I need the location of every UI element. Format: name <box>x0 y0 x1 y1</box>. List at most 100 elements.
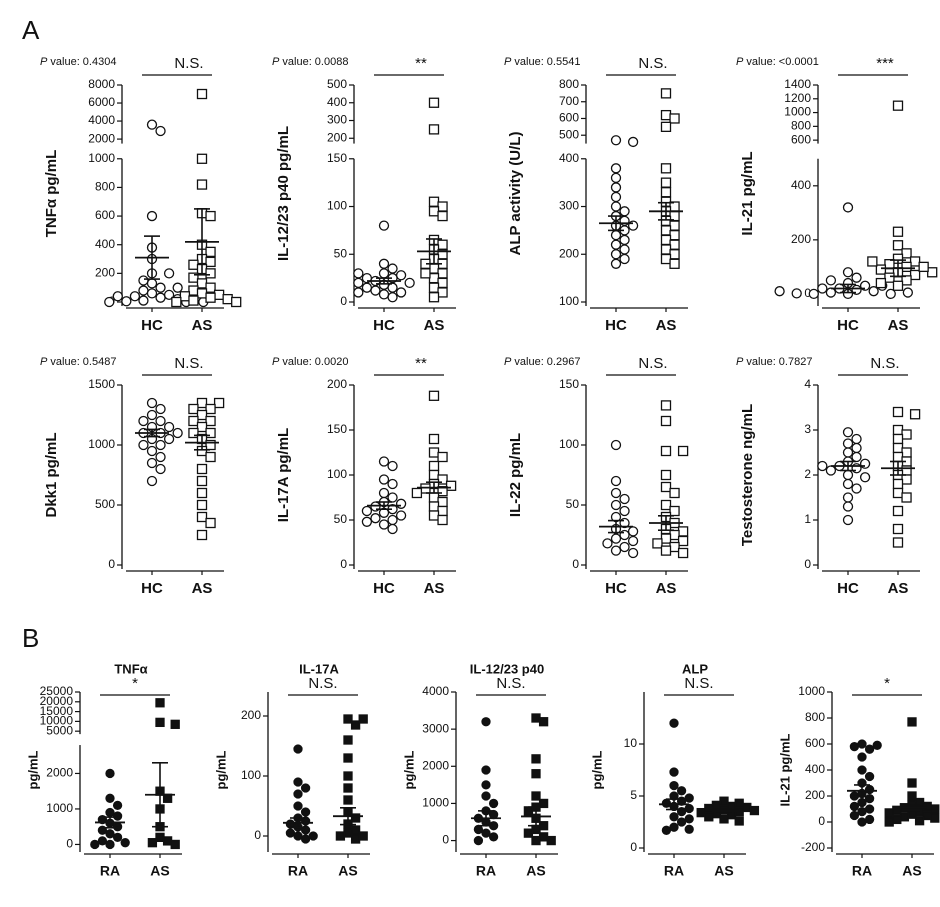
data-point <box>684 803 694 814</box>
data-point <box>538 832 549 842</box>
data-point <box>155 717 165 728</box>
significance-label: * <box>132 675 138 692</box>
panel-title: TNFα <box>114 661 147 676</box>
data-point <box>610 499 622 511</box>
data-point <box>851 483 862 494</box>
data-point <box>170 719 180 729</box>
data-point <box>909 269 921 281</box>
data-point <box>859 472 871 483</box>
data-point <box>104 296 115 308</box>
data-point <box>155 282 166 293</box>
data-point <box>884 817 894 827</box>
data-point <box>892 505 904 517</box>
data-point <box>875 277 887 289</box>
data-point <box>901 429 912 440</box>
y-tick-label: 1000 <box>784 105 811 119</box>
data-point <box>684 793 694 803</box>
data-point <box>188 295 199 306</box>
data-point <box>428 206 440 217</box>
data-point <box>196 153 208 164</box>
data-point <box>619 206 630 217</box>
p-value: P value: 0.5487 <box>40 356 116 368</box>
data-point <box>892 424 904 436</box>
data-point <box>892 100 904 111</box>
data-point <box>222 293 233 305</box>
x-tick-label: RA <box>664 863 684 879</box>
data-point <box>661 798 672 808</box>
data-point <box>147 838 158 848</box>
data-point <box>884 272 895 283</box>
significance-label: N.S. <box>638 55 667 72</box>
data-point <box>531 791 541 801</box>
data-point <box>437 239 448 250</box>
y-tick-label: 100 <box>559 437 579 451</box>
p-value: P value: 0.4304 <box>40 56 116 68</box>
data-point <box>350 834 361 844</box>
y-tick-label: 100 <box>241 768 261 782</box>
y-tick-label: 10000 <box>40 714 74 728</box>
y-tick-label: 150 <box>327 422 347 436</box>
data-point <box>842 427 854 438</box>
data-point <box>437 287 448 298</box>
data-point <box>488 809 499 820</box>
p-symbol: P <box>736 56 744 68</box>
p-value: P value: 0.2967 <box>504 356 580 368</box>
y-tick-label: 400 <box>95 237 115 251</box>
data-point <box>350 825 361 835</box>
data-point <box>885 288 896 300</box>
data-point <box>293 801 303 811</box>
data-point <box>676 786 687 796</box>
data-point <box>343 753 353 763</box>
data-point <box>481 780 491 790</box>
data-point <box>428 282 440 293</box>
data-point <box>105 793 115 803</box>
data-point <box>677 526 689 537</box>
y-tick-label: 4 <box>804 377 811 391</box>
data-point <box>914 816 925 826</box>
data-point <box>163 433 175 445</box>
panel-title: IL-17A <box>299 661 339 676</box>
data-point <box>196 278 208 289</box>
y-tick-label: 4000 <box>422 684 449 698</box>
data-point <box>97 836 108 846</box>
y-axis-label: TNFα pg/mL <box>43 150 60 238</box>
data-point <box>387 514 398 526</box>
data-point <box>677 547 689 559</box>
data-point <box>901 447 912 458</box>
data-point <box>842 492 854 503</box>
y-tick-label: 2000 <box>46 766 73 780</box>
data-point <box>610 249 622 260</box>
y-tick-label: 3 <box>804 422 811 436</box>
y-axis-label: IL-21 pg/mL <box>739 151 756 235</box>
y-tick-label: 25000 <box>40 684 74 698</box>
data-point <box>138 415 149 427</box>
p-value: P value: 0.0088 <box>272 56 348 68</box>
data-point <box>610 182 622 193</box>
y-tick-label: 1000 <box>88 437 115 451</box>
data-point <box>610 230 622 241</box>
data-point <box>163 268 175 279</box>
y-tick-label: 1400 <box>784 77 811 91</box>
y-tick-label: 3000 <box>422 721 449 735</box>
y-tick-label: 2000 <box>422 758 449 772</box>
data-point <box>387 292 398 303</box>
data-point <box>660 244 672 255</box>
data-point <box>892 478 904 490</box>
data-point <box>146 409 158 421</box>
data-point <box>437 496 448 508</box>
data-point <box>293 789 303 799</box>
y-tick-label: 0 <box>66 837 73 851</box>
data-point <box>488 832 499 842</box>
y-tick-label: 200 <box>95 266 115 280</box>
data-point <box>892 406 904 418</box>
data-point <box>378 474 390 485</box>
data-point <box>669 239 680 250</box>
x-tick-label: HC <box>373 580 395 597</box>
data-point <box>676 817 687 827</box>
data-point <box>546 835 556 846</box>
data-point <box>619 234 630 246</box>
p-value: P value: 0.7827 <box>736 356 812 368</box>
data-point <box>428 460 440 472</box>
data-point <box>155 403 166 415</box>
x-tick-label: AS <box>656 580 677 597</box>
